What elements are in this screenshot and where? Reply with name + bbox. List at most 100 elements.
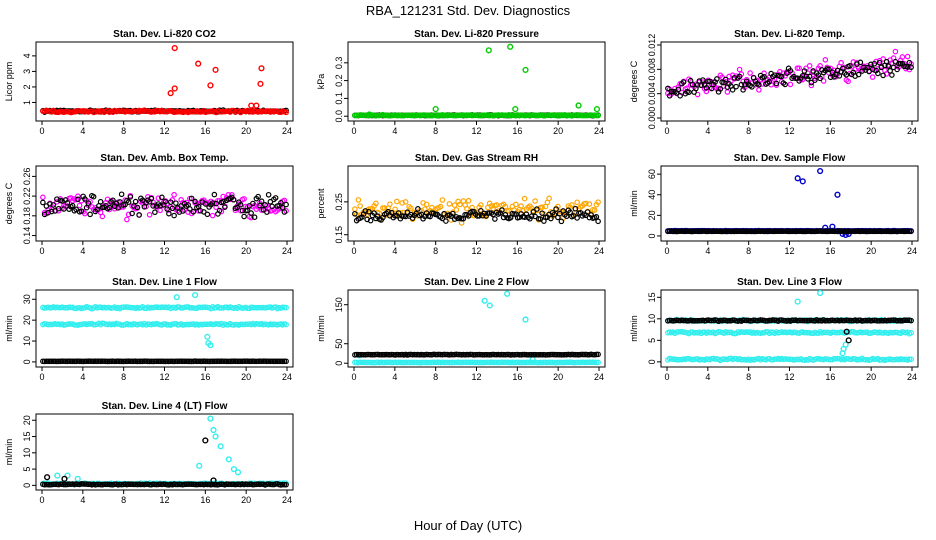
- y-tick-label: 150: [334, 297, 344, 312]
- data-point: [499, 207, 505, 213]
- y-tick-label: 0: [334, 361, 344, 366]
- data-point: [155, 195, 162, 202]
- data-point: [162, 198, 169, 205]
- outlier-point: [843, 328, 850, 335]
- data-point: [759, 81, 766, 87]
- y-tick-label: 0.004: [647, 82, 657, 105]
- outlier-point: [512, 105, 519, 113]
- data-point: [48, 358, 55, 365]
- data-point: [558, 218, 565, 225]
- data-point: [906, 59, 913, 66]
- data-point: [569, 202, 575, 208]
- x-tick-label: 12: [159, 126, 169, 136]
- data-point: [241, 213, 247, 220]
- outlier-point: [840, 345, 847, 353]
- x-tick-label: 8: [121, 126, 126, 136]
- outlier-point: [366, 111, 373, 118]
- data-point: [906, 228, 913, 235]
- data-point: [708, 228, 715, 235]
- data-point: [187, 206, 193, 212]
- data-point: [766, 317, 773, 324]
- x-tick-label: 12: [471, 126, 481, 136]
- data-point: [500, 351, 507, 358]
- data-point: [689, 81, 696, 88]
- data-point: [164, 206, 170, 212]
- data-point: [738, 228, 745, 235]
- data-point: [450, 359, 456, 366]
- data-point: [506, 207, 512, 214]
- data-point: [381, 205, 388, 211]
- data-point: [357, 203, 363, 209]
- y-tick-label: 10: [22, 448, 32, 458]
- x-tick-label: 0: [664, 372, 669, 382]
- data-point: [908, 317, 914, 324]
- data-point: [806, 73, 813, 80]
- y-tick-label: 15: [22, 432, 32, 442]
- data-point: [799, 73, 806, 79]
- data-point: [283, 321, 289, 328]
- panel-7: Stan. Dev. Line 1 Flow 0 4 8 12 16 20 24 0 10 20 30…: [4, 277, 294, 382]
- plot-frame: [35, 413, 294, 491]
- panel-title: Stan. Dev. Line 3 Flow: [737, 277, 842, 288]
- data-point: [216, 207, 223, 214]
- data-point: [167, 199, 174, 205]
- x-tick-label: 0: [664, 246, 669, 256]
- panel-title: Stan. Dev. Amb. Box Temp.: [100, 153, 228, 164]
- data-point: [117, 358, 123, 365]
- data-point: [731, 75, 738, 81]
- panel-title: Stan. Dev. Li-820 Temp.: [734, 29, 845, 40]
- y-tick-label: 0.3: [334, 57, 344, 70]
- data-point: [437, 203, 444, 210]
- data-point: [513, 201, 519, 208]
- outlier-point: [210, 426, 217, 434]
- x-tick-label: 24: [282, 126, 292, 136]
- outlier-point: [195, 60, 202, 67]
- data-point: [478, 202, 484, 208]
- data-point: [50, 202, 57, 208]
- data-point: [213, 204, 219, 211]
- outlier-point: [799, 178, 806, 185]
- data-point: [563, 213, 570, 220]
- plot-frame: [660, 289, 919, 368]
- data-point: [553, 351, 559, 358]
- y-axis-label: ml/min: [316, 315, 326, 342]
- data-point: [45, 358, 51, 365]
- outlier-point: [207, 415, 214, 422]
- data-point: [446, 201, 453, 207]
- outlier-point: [225, 456, 232, 463]
- x-tick-label: 12: [784, 246, 794, 256]
- data-point: [97, 198, 104, 205]
- data-point: [504, 351, 510, 358]
- outlier-point: [507, 43, 514, 50]
- x-tick-label: 12: [159, 495, 169, 505]
- data-point: [388, 209, 395, 216]
- data-point: [796, 228, 802, 235]
- x-tick-label: 20: [241, 126, 251, 136]
- outlier-point: [817, 290, 824, 297]
- x-tick-label: 8: [433, 372, 438, 382]
- data-point: [703, 88, 710, 95]
- data-point: [908, 329, 914, 336]
- outlier-point: [481, 297, 488, 304]
- x-tick-label: 0: [39, 126, 44, 136]
- y-tick-label: 5: [22, 467, 32, 472]
- outlier-point: [253, 102, 260, 109]
- outlier-point: [522, 66, 529, 74]
- data-point: [707, 78, 713, 85]
- outlier-point: [54, 472, 61, 479]
- data-point: [157, 207, 163, 214]
- data-point: [787, 81, 794, 88]
- y-tick-label: 0.18: [22, 207, 32, 225]
- data-point: [770, 228, 776, 235]
- data-point: [530, 209, 537, 215]
- outlier-point: [486, 302, 493, 309]
- y-tick-label: 10: [22, 336, 32, 346]
- points-layer: [352, 290, 601, 366]
- data-point: [528, 112, 535, 119]
- y-axis-label: ml/min: [629, 190, 639, 217]
- data-point: [450, 210, 456, 217]
- data-point: [548, 215, 554, 222]
- data-point: [399, 200, 405, 206]
- panel-title: Stan. Dev. Sample Flow: [734, 153, 846, 164]
- data-point: [889, 72, 895, 78]
